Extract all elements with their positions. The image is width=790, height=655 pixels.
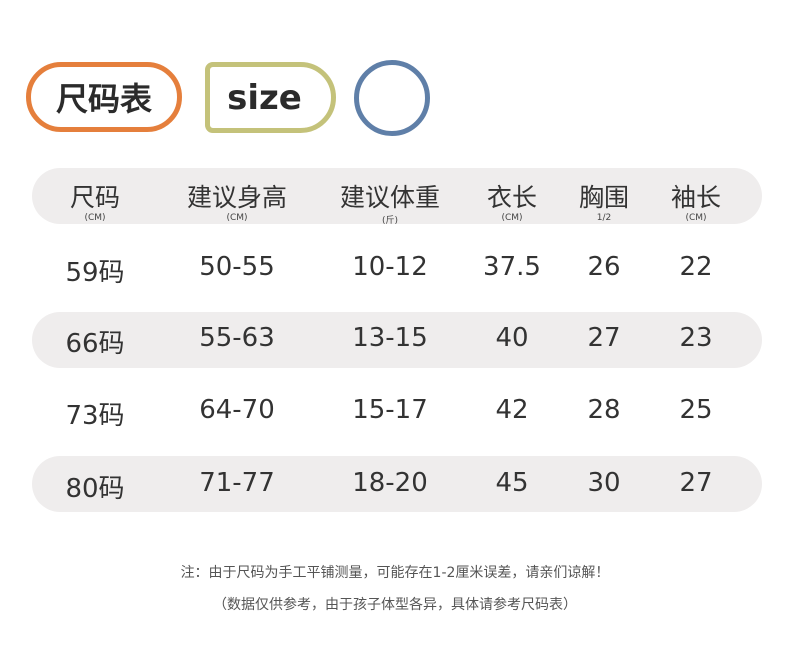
table-cell: 59码	[65, 258, 125, 288]
table-cell: 55-63	[199, 323, 275, 353]
table-cell: 42	[495, 395, 529, 425]
note-line-1: 注：由于尺码为手工平铺测量，可能存在1-2厘米误差，请亲们谅解！	[180, 565, 610, 581]
table-cell: 27	[679, 468, 713, 498]
table-cell: 45	[495, 468, 529, 498]
table-cell: 28	[587, 395, 621, 425]
column-unit: (CM)	[501, 213, 523, 223]
table-cell: 66码	[65, 329, 125, 359]
table-cell: 26	[587, 252, 621, 282]
table-cell: 18-20	[352, 468, 428, 498]
column-unit: (CM)	[685, 213, 707, 223]
table-cell: 71-77	[199, 468, 275, 498]
column-header: 建议身高	[186, 183, 288, 212]
size-chart-title: 尺码表	[26, 62, 182, 132]
column-header: 袖长	[670, 183, 722, 212]
table-cell: 27	[587, 323, 621, 353]
table-cell: 37.5	[483, 252, 541, 282]
column-header: 胸围	[578, 183, 630, 212]
table-cell: 80码	[65, 474, 125, 504]
table-cell: 15-17	[352, 395, 428, 425]
table-cell: 64-70	[199, 395, 275, 425]
table-cell: 13-15	[352, 323, 428, 353]
table-cell: 23	[679, 323, 713, 353]
column-header: 建议体重	[339, 183, 441, 212]
table-cell: 30	[587, 468, 621, 498]
column-unit: (CM)	[226, 213, 248, 223]
table-cell: 22	[679, 252, 713, 282]
table-cell: 40	[495, 323, 529, 353]
column-unit: (CM)	[84, 213, 106, 223]
note-line-2: （数据仅供参考，由于孩子体型各异，具体请参考尺码表）	[213, 597, 577, 613]
column-unit: 1/2	[596, 213, 612, 223]
size-tag: size	[205, 62, 336, 133]
decorative-circle	[354, 60, 430, 136]
table-cell: 10-12	[352, 252, 428, 282]
table-cell: 50-55	[199, 252, 275, 282]
column-header: 衣长	[486, 183, 538, 212]
table-header-band	[32, 168, 762, 224]
row-band	[32, 456, 762, 512]
row-band	[32, 312, 762, 368]
table-cell: 25	[679, 395, 713, 425]
table-cell: 73码	[65, 401, 125, 431]
column-header: 尺码	[69, 183, 121, 212]
column-unit: (斤)	[381, 216, 399, 226]
